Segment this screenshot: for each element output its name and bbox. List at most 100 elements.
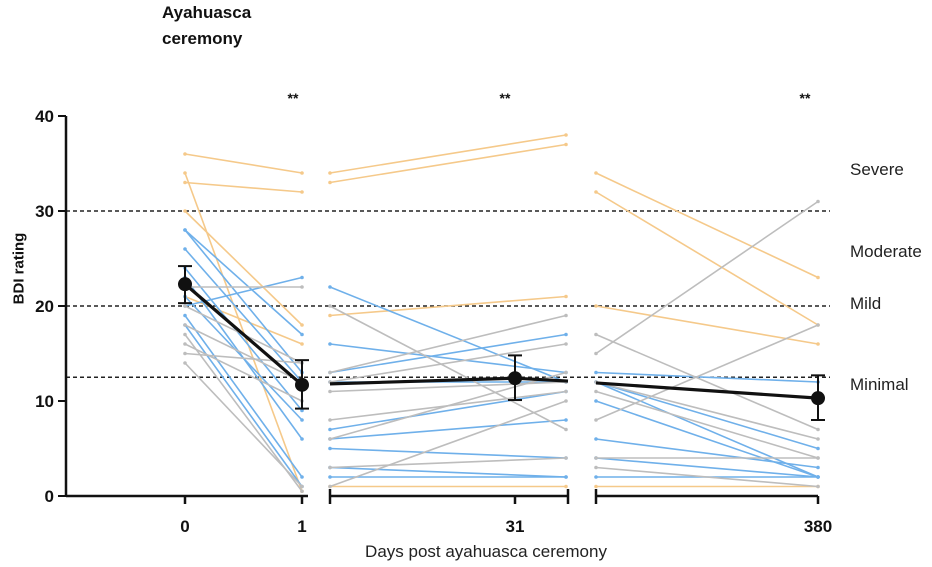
p2-subject-point-end-12 [564, 475, 568, 479]
mean-point-day1 [295, 377, 309, 392]
p1-subject-point-end-12 [300, 475, 304, 479]
severity-label-moderate: Moderate [850, 242, 922, 261]
p2-subject-point-end-9 [564, 418, 568, 422]
significance-marker-0: ** [288, 90, 299, 106]
p2-subject-point-end-3 [564, 484, 568, 489]
p3-subject-point-start-16 [594, 456, 598, 460]
p2-subject-point-end-14 [564, 313, 568, 318]
p1-subject-line-7 [184, 248, 303, 383]
p3-subject-point-start-3 [594, 484, 598, 489]
p2-subject-point-end-6 [564, 332, 568, 337]
p2-subject-point-start-8 [328, 427, 332, 432]
y-axis-label: BDI rating [10, 232, 28, 305]
threshold-lines [66, 210, 830, 378]
p1-subject-point-start-7 [183, 247, 187, 251]
mean-point-day31 [508, 371, 522, 386]
p3-subject-line-6 [595, 381, 819, 478]
mean-point-day380 [811, 391, 825, 406]
p2-subject-point-start-18 [328, 437, 332, 441]
p3-subject-point-end-11 [816, 427, 820, 432]
p3-subject-point-start-14 [594, 389, 598, 394]
severity-label-severe: Severe [850, 160, 904, 179]
x-axis-label: Days post ayahuasca ceremony [365, 542, 607, 561]
p1-subject-point-start-0 [183, 152, 187, 156]
p3-subject-point-start-12 [594, 351, 598, 356]
axes: 0 10 20 30 40 0 1 31 380 [35, 107, 832, 536]
p1-subject-point-start-18 [183, 342, 187, 346]
y-tick-label-0: 0 [45, 487, 54, 506]
p1-subject-line-18 [184, 343, 303, 402]
p3-subject-line-15 [595, 324, 819, 421]
p2-subject-point-start-14 [328, 370, 332, 375]
p1-subject-line-4 [184, 295, 303, 345]
p2-subject-line-2 [329, 295, 567, 317]
ceremony-label-line1: Ayahuasca [162, 3, 252, 22]
y-tick-label-4: 40 [35, 107, 54, 126]
p3-subject-line-14 [595, 390, 819, 459]
p1-subject-line-1 [184, 172, 303, 492]
p2-subject-point-start-17 [328, 418, 332, 422]
ceremony-label-line2: ceremony [162, 29, 243, 48]
p1-subject-line-5 [184, 229, 303, 374]
mean-line-panel3 [595, 381, 819, 400]
p2-subject-line-13 [329, 305, 567, 431]
subject-lines [183, 133, 820, 494]
p1-subject-point-start-12 [183, 313, 187, 318]
p3-subject-point-end-16 [816, 456, 820, 460]
p2-subject-point-end-18 [564, 370, 568, 375]
p2-subject-point-end-20 [564, 399, 568, 403]
p3-subject-point-end-13 [816, 437, 820, 441]
p2-subject-point-start-19 [328, 465, 332, 470]
p3-subject-point-start-10 [594, 475, 598, 479]
significance-markers: ** ** ** [288, 90, 811, 106]
p1-subject-point-end-20 [300, 484, 304, 489]
mean-line-panel1 [183, 282, 304, 387]
p1-subject-point-end-0 [300, 171, 304, 175]
p2-subject-point-end-2 [564, 294, 568, 299]
p2-subject-line-9 [329, 419, 567, 440]
p3-subject-point-end-2 [816, 342, 820, 346]
p1-subject-point-start-19 [183, 351, 187, 356]
p2-subject-line-6 [329, 333, 567, 374]
p3-subject-point-start-17 [594, 465, 598, 470]
p1-subject-line-20 [184, 362, 303, 488]
p3-subject-point-end-15 [816, 323, 820, 327]
p3-subject-line-5 [595, 381, 819, 450]
p3-subject-line-7 [595, 400, 819, 478]
p1-subject-point-end-11 [300, 275, 304, 280]
p3-subject-point-start-11 [594, 332, 598, 337]
p1-subject-point-end-4 [300, 342, 304, 346]
x-tick-label-0: 0 [180, 517, 189, 536]
p1-subject-line-3 [184, 210, 303, 326]
p1-subject-point-end-6 [300, 332, 304, 337]
p3-subject-point-end-5 [816, 446, 820, 451]
significance-marker-2: ** [800, 90, 811, 106]
p2-subject-line-11 [329, 466, 567, 478]
p1-subject-point-end-3 [300, 323, 304, 327]
p1-subject-point-start-1 [183, 171, 187, 175]
p3-subject-line-1 [595, 191, 819, 326]
mean-line [178, 265, 825, 421]
p2-subject-point-end-17 [564, 389, 568, 394]
p2-subject-point-start-20 [328, 484, 332, 489]
p1-subject-point-end-10 [300, 418, 304, 422]
p3-subject-line-12 [595, 200, 819, 355]
p3-subject-line-13 [595, 381, 819, 440]
p1-subject-line-6 [184, 229, 303, 336]
x-tick-label-1: 1 [297, 517, 306, 536]
p2-subject-line-0 [329, 134, 567, 174]
p1-subject-point-start-17 [183, 332, 187, 337]
p1-subject-point-end-14 [300, 285, 304, 289]
y-tick-label-3: 30 [35, 202, 54, 221]
mean-point-day0 [178, 277, 192, 292]
p3-subject-line-17 [595, 466, 819, 488]
p3-subject-point-start-15 [594, 418, 598, 422]
p3-subject-line-0 [595, 172, 819, 279]
p3-subject-line-9 [595, 457, 819, 478]
significance-marker-1: ** [500, 90, 511, 106]
p2-subject-point-start-16 [328, 389, 332, 394]
y-tick-label-1: 10 [35, 392, 54, 411]
p3-subject-point-end-17 [816, 484, 820, 489]
p2-subject-point-start-13 [328, 304, 332, 308]
